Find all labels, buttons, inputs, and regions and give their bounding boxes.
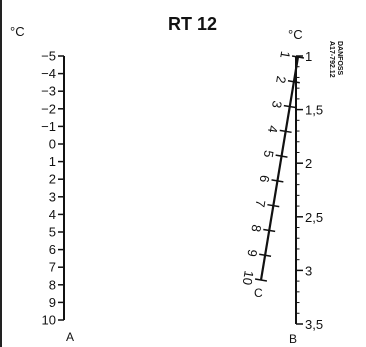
scale-c-tick [279,129,292,134]
brand-code: DANFOSS A17-792.12 [328,41,343,78]
scale-a-tick-label: −1 [41,119,56,134]
scale-a-tick-label: 5 [49,225,56,240]
scale-b-tick-label: 2 [305,156,312,171]
scale-b-tick-label: 2,5 [305,210,323,225]
scale-a-tick-label: 9 [49,295,56,310]
scale-c-tick [287,80,300,84]
scale-c-tick-label: 5 [261,149,277,159]
scale-a-letter: A [66,330,74,344]
scale-c-tick [275,154,288,158]
scale-b-tick-label: 1,5 [305,103,323,118]
scale-c-tick [259,253,272,257]
scale-c-tick-label: 1 [277,50,293,60]
scale-a-tick-label: 4 [49,207,56,222]
scale-c-tick-label: 7 [253,199,269,209]
scale-b-tick-label: 3 [305,263,312,278]
scale-c-tick [263,228,276,233]
scale-a-tick-label: 7 [49,260,56,275]
scale-a-tick-label: −2 [41,101,56,116]
scale-a-tick-label: 10 [42,313,56,328]
scale-c-tick [291,55,305,59]
scale-a-tick-label: 6 [49,242,56,257]
scale-b-unit: °C [288,27,303,42]
scale-c-tick-label: 6 [257,174,273,184]
drawing-number: A17-792.12 [328,41,335,78]
diagram-title: RT 12 [168,14,217,34]
brand-name: DANFOSS [336,41,343,76]
scale-c-tick-label: 2 [273,75,289,85]
scale-c-tick [267,203,280,208]
scale-a-tick-label: −4 [41,66,56,81]
scale-c-tick [283,104,296,109]
scale-c-tick-label: 9 [244,248,260,258]
scale-b-letter: B [289,332,297,346]
scale-a-tick-label: −3 [41,84,56,99]
scale-a-tick-label: 2 [49,172,56,187]
scale-c: 1 2 3 4 5 6 7 8 9 10 [240,50,305,287]
scale-c-tick [254,278,268,282]
scale-a: −5 −4 −3 −2 −1 0 1 2 3 4 5 6 7 8 9 10 [41,49,65,328]
scale-c-tick-label: 10 [240,270,257,287]
scale-a-tick-label: 3 [49,189,56,204]
scale-a-tick-label: 8 [49,277,56,292]
scale-c-tick [271,179,284,183]
scale-b-tick-label: 3,5 [305,317,323,332]
scale-b: 1 1,5 2 2,5 3 3,5 [295,49,323,332]
left-frame-border [0,0,2,347]
scale-c-letter: C [254,286,263,300]
scale-c-tick-label: 4 [265,124,281,134]
scale-c-tick-label: 3 [269,100,285,110]
scale-b-tick-label: 1 [305,49,312,64]
scale-a-tick-label: 0 [49,137,56,152]
scale-a-tick-label: −5 [41,49,56,64]
scale-c-tick-label: 8 [248,224,264,234]
scale-a-unit: °C [10,24,25,39]
scale-a-tick-label: 1 [49,154,56,169]
scale-c-axis-line [259,56,300,281]
